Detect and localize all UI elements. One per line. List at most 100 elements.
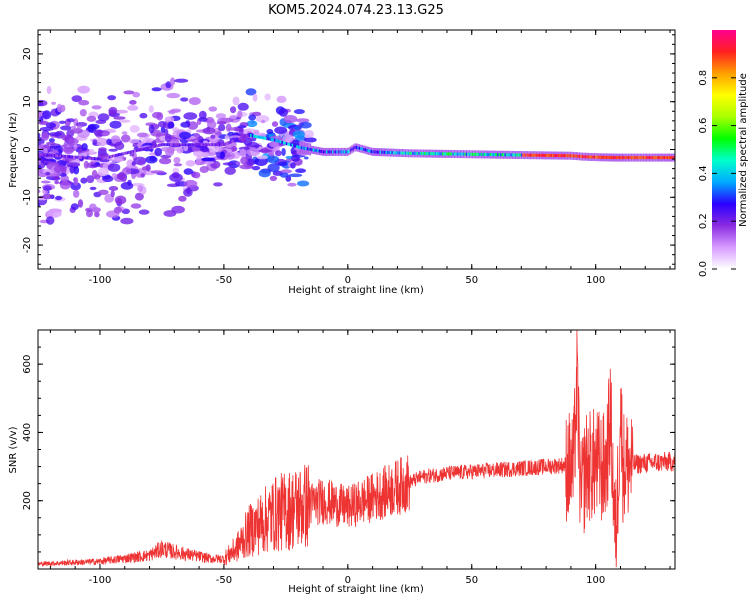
spectrogram-blob [278,108,288,117]
ridge-core [638,156,640,160]
ridge-core [479,152,481,156]
spectrogram-blob [66,118,75,123]
ridge-core [613,156,615,160]
ridge-core [177,143,179,147]
ridge-core [91,156,93,160]
ridge-core [651,156,654,160]
ridge-core [601,155,603,159]
spectrogram-blob [89,186,97,191]
ridge-core [326,150,328,154]
ridge-core [43,153,45,157]
ridge-core [156,144,158,148]
ridge-core [178,143,181,147]
ridge-core [180,143,182,147]
ridge-core [308,147,310,151]
spectrogram-ylabel: Frequency (Hz) [8,112,19,188]
ridge-core [619,156,621,160]
ridge-core [611,156,613,159]
ridge-core [363,147,365,151]
ridge-core [653,156,655,160]
spectrogram-blob [38,102,44,106]
spectrogram-blob [239,148,247,158]
ridge-core [397,151,399,155]
spectrogram-blob [230,106,237,114]
ridge-core [514,153,517,157]
ridge-core [599,155,601,159]
spectrogram-blob [277,161,288,167]
snr-ticks: -100 -50 0 50 100 200 400 600 [22,329,675,586]
spectrogram-blob [287,182,297,187]
ridge-core [223,143,225,147]
spectrogram-blob [118,119,131,123]
ridge-core [620,156,622,160]
spectrogram-blob [137,185,144,192]
ridge-core [229,140,231,144]
spectrogram-blob [303,130,314,138]
ridge-core [287,142,289,146]
spectrogram-blob [280,169,292,174]
ridge-core [385,150,387,154]
spectrogram-blob [192,147,201,152]
ridge-core [100,157,102,161]
spectrogram-xlabel: Height of straight line (km) [288,285,424,296]
spectrogram-blob [59,104,66,113]
ridge-core [384,150,386,154]
snr-ylabel: SNR (v/v) [8,426,19,473]
ridge-core [522,153,524,157]
spectrogram-heatmap [38,77,675,225]
ridge-core [181,143,184,147]
ridge-core [241,136,243,140]
spectrogram-blob [115,109,128,114]
ridge-core [608,156,610,159]
ridge-core [590,155,593,159]
spectrogram-blob [48,132,62,137]
spectrogram-blob [246,120,258,128]
ridge-core [165,143,167,147]
ridge-core [650,156,652,160]
spectrogram-blob [261,119,266,124]
ridge-core [61,154,63,158]
spectrogram-blob [129,124,140,133]
spectrogram-blob [232,96,240,106]
ridge-core [244,135,246,139]
spectrogram-blob [51,101,56,105]
ridge-core [410,151,413,155]
spectrogram-blob [266,129,274,134]
ridge-core [654,156,657,160]
ridge-core [321,150,323,154]
spectrogram-blob [231,146,238,152]
ridge-core [504,153,506,157]
spectrogram-blob [58,120,66,125]
ridge-core [218,143,221,147]
spectrogram-blob [64,147,74,155]
spectrogram-blob [83,160,89,169]
spectrogram-blob [295,118,310,123]
ridge-core [82,156,84,160]
ridge-core [257,135,259,139]
spectrogram-blob [107,95,117,101]
spectrogram-blob [295,168,307,173]
ridge-core [391,151,393,155]
ridge-core [303,146,306,150]
colorbar-label: Normalized spectral amplitude [738,73,749,227]
ridge-core [349,148,352,152]
ridge-core [566,154,569,158]
ridge-core [630,156,633,160]
ridge-core [339,150,341,154]
spectrogram-blob [69,165,75,174]
ridge-core [456,152,459,156]
spectrogram-blob [38,189,41,194]
ridge-core [395,151,398,155]
ridge-core [330,150,332,154]
ridge-core [288,143,291,146]
ridge-core [577,154,579,158]
x-tick-label: 100 [586,275,605,286]
ridge-core [227,141,230,145]
spectrogram-blob [258,169,271,178]
ridge-core [346,150,349,154]
ridge-core [617,156,619,160]
ridge-core [480,152,483,156]
ridge-core [198,143,200,147]
ridge-core [183,143,185,147]
